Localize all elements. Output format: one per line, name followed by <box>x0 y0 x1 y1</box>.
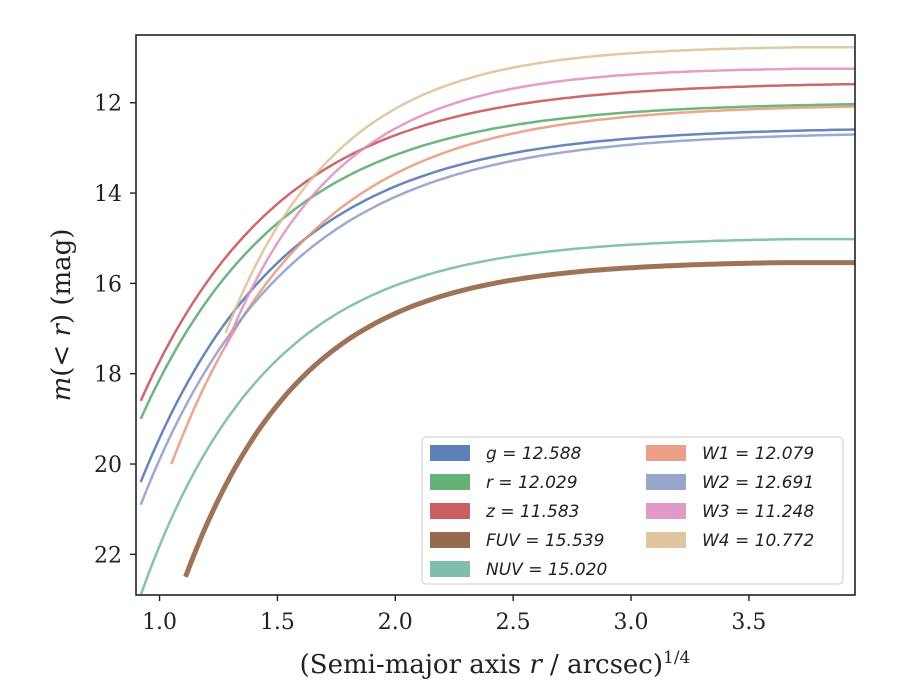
x-tick-label: 3.0 <box>614 610 649 635</box>
x-axis-label: (Semi-major axis r / arcsec)1/4 <box>300 648 691 680</box>
legend-swatch-z <box>430 503 470 519</box>
legend-swatch-w3 <box>646 503 686 519</box>
legend-swatch-nuv <box>430 561 470 577</box>
series-line-w2 <box>139 133 855 506</box>
legend-label-nuv: NUV = 15.020 <box>486 560 607 580</box>
legend-label-w1: W1 = 12.079 <box>702 444 814 464</box>
series-line-w1 <box>170 105 855 465</box>
legend-swatch-w1 <box>646 445 686 461</box>
legend-label-r: r = 12.029 <box>486 473 578 493</box>
y-tick-label: 16 <box>94 272 122 297</box>
x-tick-label: 3.5 <box>731 610 766 635</box>
series-line-nuv <box>139 237 855 595</box>
legend-swatch-w2 <box>646 474 686 490</box>
y-axis-ticks: 12 14 16 18 20 22 <box>94 92 136 568</box>
legend-swatch-r <box>430 474 470 490</box>
legend-swatch-g <box>430 445 470 461</box>
y-tick-label: 18 <box>94 363 122 388</box>
series-line-fuv <box>183 260 855 578</box>
x-tick-label: 2.0 <box>378 610 413 635</box>
series-layer <box>139 46 855 595</box>
y-tick-label: 22 <box>94 543 122 568</box>
x-tick-label: 2.5 <box>496 610 531 635</box>
y-axis-label: m(< r) (mag) <box>47 229 77 402</box>
legend-label-g: g = 12.588 <box>486 444 582 464</box>
y-tick-label: 12 <box>94 92 122 117</box>
series-line-w3 <box>224 67 855 348</box>
series-line-g <box>139 128 855 483</box>
legend: g = 12.588 r = 12.029 z = 11.583 FUV = 15.5… <box>421 436 844 585</box>
legend-label-w2: W2 = 12.691 <box>702 473 814 493</box>
legend-box <box>421 436 844 585</box>
plot-frame <box>135 34 856 596</box>
legend-label-w4: W4 = 10.772 <box>702 531 814 551</box>
legend-swatch-fuv <box>430 532 470 548</box>
series-line-r <box>139 102 855 420</box>
series-line-w4 <box>224 46 855 334</box>
x-axis-ticks: 1.0 1.5 2.0 2.5 3.0 3.5 <box>142 595 766 635</box>
legend-label-fuv: FUV = 15.539 <box>486 531 604 551</box>
legend-label-w3: W3 = 11.248 <box>702 502 814 522</box>
x-tick-label: 1.5 <box>260 610 295 635</box>
y-tick-label: 20 <box>94 453 122 478</box>
x-tick-label: 1.0 <box>142 610 177 635</box>
y-tick-label: 14 <box>94 182 122 207</box>
legend-swatch-w4 <box>646 532 686 548</box>
legend-label-z: z = 11.583 <box>485 502 579 522</box>
series-line-z <box>139 82 855 402</box>
